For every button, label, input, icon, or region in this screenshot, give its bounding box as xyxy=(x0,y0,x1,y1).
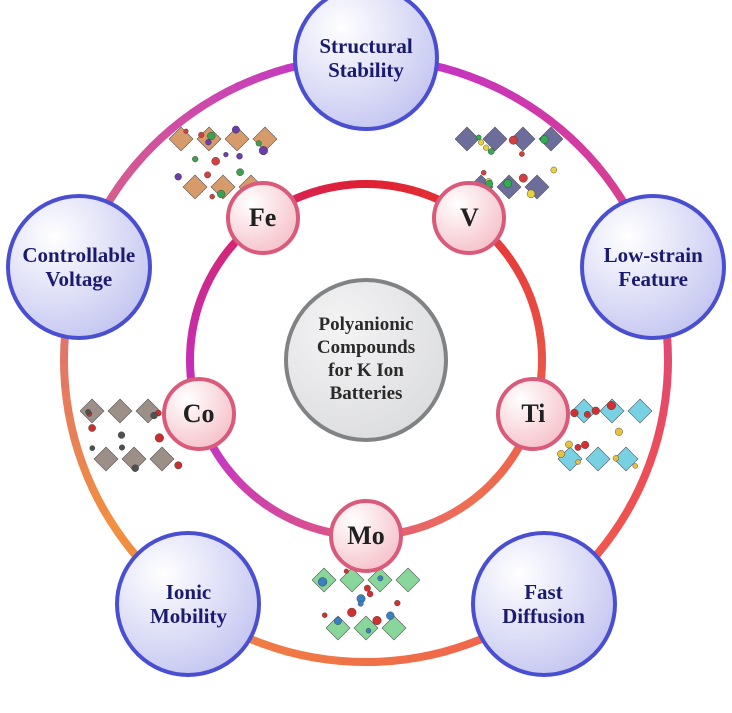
element-label-fe: Fe xyxy=(249,203,276,233)
element-node-v: V xyxy=(432,181,506,255)
element-label-ti: Ti xyxy=(521,399,545,429)
property-label-controllable-voltage: Controllable Voltage xyxy=(22,243,135,291)
property-label-fast-diffusion: Fast Diffusion xyxy=(502,580,585,628)
element-node-co: Co xyxy=(162,377,236,451)
property-label-structural-stability: Structural Stability xyxy=(319,34,412,82)
center-circle: Polyanionic Compounds for K Ion Batterie… xyxy=(284,278,448,442)
property-node-low-strain: Low-strain Feature xyxy=(580,194,726,340)
property-node-ionic-mobility: Ionic Mobility xyxy=(115,531,261,677)
property-label-ionic-mobility: Ionic Mobility xyxy=(150,580,227,628)
element-label-v: V xyxy=(460,203,479,233)
property-label-low-strain: Low-strain Feature xyxy=(604,243,703,291)
element-node-fe: Fe xyxy=(226,181,300,255)
element-label-co: Co xyxy=(183,399,215,429)
center-label: Polyanionic Compounds for K Ion Batterie… xyxy=(317,314,415,405)
element-node-mo: Mo xyxy=(329,499,403,573)
element-label-mo: Mo xyxy=(347,521,385,551)
property-node-controllable-voltage: Controllable Voltage xyxy=(6,194,152,340)
property-node-fast-diffusion: Fast Diffusion xyxy=(471,531,617,677)
